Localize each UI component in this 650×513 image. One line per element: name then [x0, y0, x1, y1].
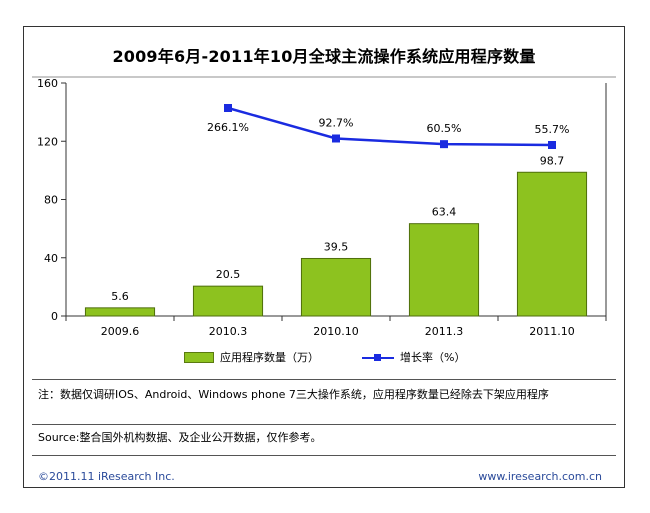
y-tick-label: 160: [37, 77, 58, 90]
y-tick-label: 80: [44, 194, 58, 207]
growth-point: [548, 141, 556, 149]
chart-title: 2009年6月-2011年10月全球主流操作系统应用程序数量: [112, 47, 536, 66]
bar: [516, 171, 588, 317]
growth-data-label: 60.5%: [427, 122, 462, 135]
title-divider: [32, 76, 616, 78]
legend-label-growth: 增长率（%）: [400, 351, 466, 364]
growth-point: [332, 134, 340, 143]
growth-point: [224, 104, 232, 112]
copyright-text: ©2011.11 iResearch Inc.: [38, 470, 175, 483]
bar: [84, 307, 156, 317]
website-link[interactable]: www.iresearch.com.cn: [478, 470, 602, 483]
bar-data-label: 63.4: [432, 206, 457, 219]
bar: [408, 223, 480, 317]
chart-note: 注：数据仅调研IOS、Android、Windows phone 7三大操作系统…: [38, 388, 549, 401]
x-tick-label: 2010.3: [209, 325, 248, 338]
growth-data-label: 92.7%: [319, 116, 354, 129]
legend-swatch-apps: [184, 351, 214, 363]
x-tick-label: 2009.6: [101, 325, 140, 338]
footer-divider: [32, 455, 616, 456]
x-tick-label: 2011.3: [425, 325, 464, 338]
x-tick-label: 2011.10: [529, 325, 575, 338]
bar-data-label: 20.5: [216, 268, 241, 281]
x-tick-label: 2010.10: [313, 325, 359, 338]
bar-data-label: 5.6: [111, 290, 129, 303]
growth-line-series: 266.1% 92.7% 60.5% 55.7%: [207, 104, 569, 149]
bar: [192, 285, 264, 317]
growth-point: [440, 140, 448, 149]
x-axis: 2009.6 2010.3 2010.10 2011.3 2011.10: [65, 315, 607, 338]
y-tick-label: 0: [51, 310, 58, 323]
y-tick-label: 40: [44, 252, 58, 265]
y-axis: 0 40 80 120 160: [37, 77, 607, 323]
legend-label-apps: 应用程序数量（万）: [220, 351, 319, 364]
chart-frame: 2009年6月-2011年10月全球主流操作系统应用程序数量 0 40 80 120 1…: [23, 26, 625, 488]
bar-data-label: 98.7: [540, 154, 565, 167]
growth-data-label: 266.1%: [207, 121, 249, 134]
chart-source: Source:整合国外机构数据、及企业公开数据，仅作参考。: [38, 431, 322, 444]
growth-data-label: 55.7%: [535, 123, 570, 136]
bar: [300, 257, 372, 317]
growth-line: [227, 106, 553, 147]
note-divider: [32, 379, 616, 380]
chart-plot: 0 40 80 120 160 2009.6 2010.3 2010.10 2011.3 201…: [37, 77, 607, 338]
legend-swatch-growth: [362, 353, 394, 362]
legend-item-growth: 增长率（%）: [362, 349, 465, 365]
bar-data-label: 39.5: [324, 240, 349, 253]
bar-series: 5.6 20.5 39.5 63.4 98.7: [84, 154, 588, 317]
legend-item-apps: 应用程序数量（万）: [184, 349, 319, 365]
source-divider: [32, 424, 616, 425]
y-tick-label: 120: [37, 135, 58, 148]
